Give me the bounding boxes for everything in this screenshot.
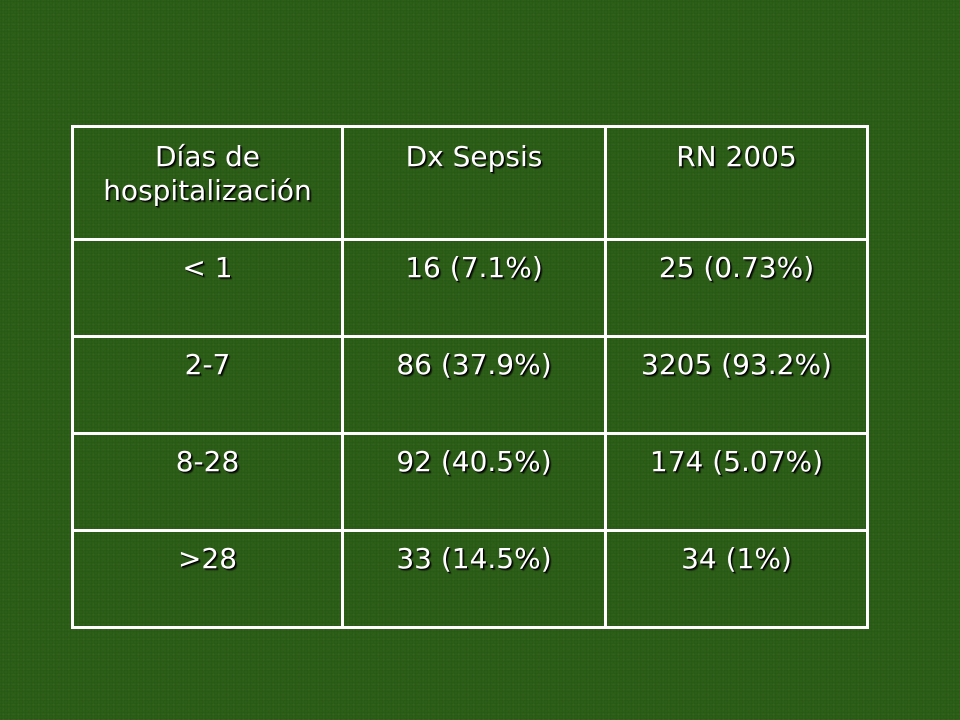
- table-row: < 1 16 (7.1%) 25 (0.73%): [71, 238, 869, 338]
- cell-rn-2005: 174 (5.07%): [604, 432, 869, 532]
- cell-dx-sepsis: 92 (40.5%): [341, 432, 607, 532]
- cell-rn-2005: 3205 (93.2%): [604, 335, 869, 435]
- cell-dx-sepsis: 86 (37.9%): [341, 335, 607, 435]
- cell-days: 8-28: [71, 432, 344, 532]
- table-header-row: Días de hospitalización Dx Sepsis RN 200…: [71, 125, 869, 241]
- table-row: 8-28 92 (40.5%) 174 (5.07%): [71, 432, 869, 532]
- cell-rn-2005: 34 (1%): [604, 529, 869, 629]
- table-row: 2-7 86 (37.9%) 3205 (93.2%): [71, 335, 869, 435]
- cell-days: >28: [71, 529, 344, 629]
- cell-days: < 1: [71, 238, 344, 338]
- cell-dx-sepsis: 33 (14.5%): [341, 529, 607, 629]
- header-dx-sepsis: Dx Sepsis: [341, 125, 607, 241]
- header-dias-hospitalizacion: Días de hospitalización: [71, 125, 344, 241]
- cell-dx-sepsis: 16 (7.1%): [341, 238, 607, 338]
- header-rn-2005: RN 2005: [604, 125, 869, 241]
- hospitalization-table: Días de hospitalización Dx Sepsis RN 200…: [71, 125, 869, 629]
- table-row: >28 33 (14.5%) 34 (1%): [71, 529, 869, 629]
- cell-rn-2005: 25 (0.73%): [604, 238, 869, 338]
- cell-days: 2-7: [71, 335, 344, 435]
